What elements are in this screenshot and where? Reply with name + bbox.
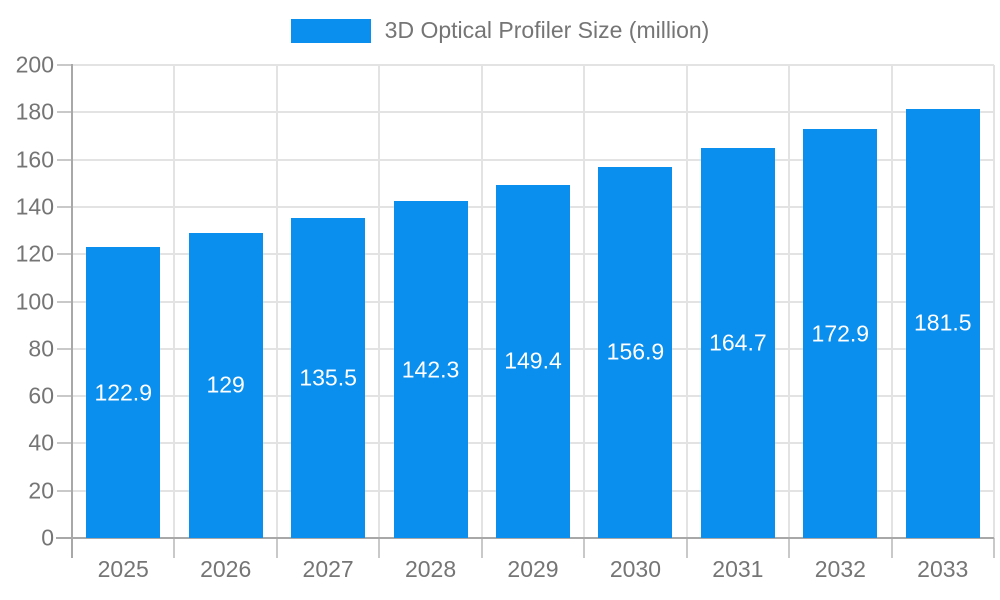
y-tick-label: 120 [15, 240, 54, 267]
x-gridline [480, 65, 483, 538]
x-gridline [890, 65, 893, 538]
x-axis-line [56, 537, 994, 539]
y-tick-label: 200 [15, 51, 54, 78]
bar-2027[interactable] [291, 217, 366, 538]
x-gridline [583, 65, 586, 538]
y-tick-mark [57, 158, 72, 161]
x-tick-mark [685, 538, 688, 558]
bar-2032[interactable] [803, 129, 878, 538]
legend[interactable]: 3D Optical Profiler Size (million) [0, 17, 1000, 44]
y-tick-label: 60 [28, 382, 54, 409]
x-gridline [685, 65, 688, 538]
x-tick-label: 2026 [200, 556, 252, 582]
x-gridline [378, 65, 381, 538]
y-tick-mark [57, 442, 72, 445]
x-gridline [788, 65, 791, 538]
x-tick-label: 2031 [712, 556, 764, 582]
x-tick-label: 2030 [609, 556, 662, 582]
y-tick-label: 100 [15, 288, 54, 314]
y-tick-label: 40 [28, 429, 54, 456]
y-tick-label: 20 [28, 477, 54, 504]
y-gridline [72, 64, 994, 66]
x-tick-label: 2028 [404, 556, 457, 582]
bar-value-label: 129 [206, 371, 245, 398]
y-tick-label: 0 [41, 524, 54, 551]
y-gridline [72, 111, 994, 114]
x-gridline [993, 65, 995, 538]
y-tick-mark [57, 395, 72, 398]
x-tick-mark [788, 538, 791, 558]
bar-2031[interactable] [700, 148, 775, 538]
bar-value-label: 156.9 [606, 338, 665, 365]
x-tick-mark [275, 538, 278, 558]
bar-2026[interactable] [188, 232, 263, 538]
y-tick-label: 180 [15, 98, 54, 125]
x-tick-mark [480, 538, 483, 558]
bar-value-label: 122.9 [94, 379, 152, 406]
x-gridline [173, 65, 176, 538]
y-tick-label: 140 [15, 193, 54, 220]
bar-value-label: 181.5 [913, 309, 972, 336]
y-tick-mark [57, 64, 72, 66]
bar-2029[interactable] [496, 184, 570, 538]
y-tick-label: 160 [15, 146, 54, 173]
bar-value-label: 149.4 [504, 347, 562, 374]
bar-2030[interactable] [598, 166, 673, 538]
y-tick-label: 80 [28, 335, 54, 362]
x-tick-label: 2033 [917, 556, 969, 582]
legend-swatch [290, 18, 371, 43]
y-tick-mark [57, 489, 72, 492]
x-tick-label: 2025 [97, 556, 149, 582]
x-tick-mark [378, 538, 381, 558]
bar-2025[interactable] [86, 247, 161, 538]
y-tick-mark [57, 300, 72, 303]
y-tick-mark [57, 205, 72, 208]
x-tick-mark [583, 538, 586, 558]
x-tick-mark [890, 538, 893, 558]
x-tick-mark [173, 538, 176, 558]
legend-label: 3D Optical Profiler Size (million) [384, 17, 710, 43]
bar-2033[interactable] [905, 108, 980, 538]
bar-2028[interactable] [393, 201, 468, 538]
bar-value-label: 172.9 [811, 320, 870, 347]
bar-value-label: 164.7 [709, 329, 767, 356]
x-tick-mark [71, 538, 73, 558]
x-tick-label: 2032 [814, 556, 866, 582]
y-tick-mark [57, 253, 72, 256]
y-tick-mark [57, 111, 72, 114]
y-tick-mark [57, 347, 72, 350]
x-tick-label: 2027 [302, 556, 354, 582]
x-tick-label: 2029 [507, 556, 559, 582]
bar-value-label: 135.5 [299, 364, 357, 391]
x-gridline [275, 65, 278, 538]
y-gridline [72, 158, 994, 161]
y-axis-line [71, 64, 73, 538]
x-tick-mark [993, 538, 995, 558]
bar-value-label: 142.3 [401, 356, 460, 383]
